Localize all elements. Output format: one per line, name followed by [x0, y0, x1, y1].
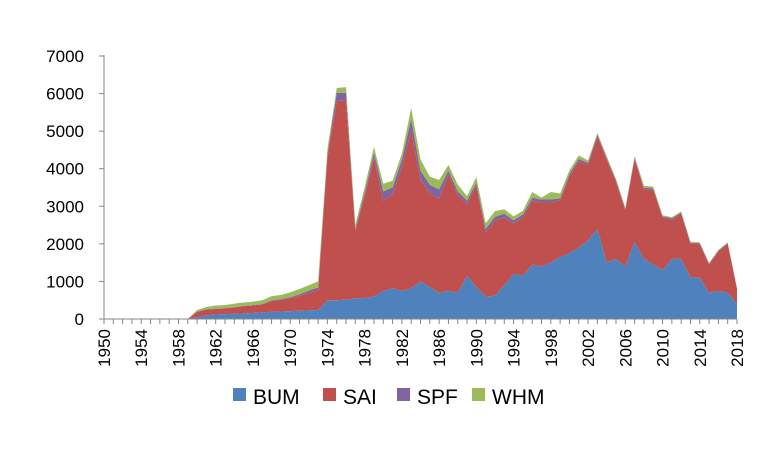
- chart-legend: BUM SAI SPF WHM: [233, 386, 544, 409]
- x-tick-label: 1998: [542, 329, 561, 367]
- x-tick-label: 1970: [281, 329, 300, 367]
- y-tick-label: 6000: [46, 85, 84, 104]
- x-tick-label: 2010: [654, 329, 673, 367]
- legend-label-spf: SPF: [417, 386, 458, 409]
- legend-swatch-whm: [472, 388, 485, 401]
- x-tick-label: 1978: [356, 329, 375, 367]
- plot-areas: [104, 87, 737, 320]
- series-area-bum: [104, 228, 737, 319]
- y-tick-label: 5000: [46, 122, 84, 141]
- series-area-sai: [104, 100, 737, 319]
- x-tick-label: 1990: [467, 329, 486, 367]
- legend-swatch-bum: [233, 388, 246, 401]
- y-axis-tick-labels: 0 1000 2000 3000 4000 5000 6000 7000: [46, 47, 84, 329]
- x-tick-label: 1986: [430, 329, 449, 367]
- x-tick-label: 1974: [318, 329, 337, 367]
- chart-axes: [99, 55, 738, 324]
- x-tick-label: 2006: [616, 329, 635, 367]
- legend-label-whm: WHM: [492, 386, 544, 409]
- x-tick-label: 1954: [132, 329, 151, 367]
- y-tick-label: 3000: [46, 197, 84, 216]
- y-tick-label: 2000: [46, 235, 84, 254]
- x-tick-label: 1982: [393, 329, 412, 367]
- legend-swatch-sai: [323, 388, 336, 401]
- legend-label-sai: SAI: [343, 386, 377, 409]
- x-tick-label: 1958: [169, 329, 188, 367]
- y-tick-label: 4000: [46, 160, 84, 179]
- x-tick-label: 1962: [207, 329, 226, 367]
- x-tick-label: 1994: [505, 329, 524, 367]
- x-tick-label: 2002: [579, 329, 598, 367]
- y-tick-label: 1000: [46, 272, 84, 291]
- x-tick-label: 2014: [691, 329, 710, 367]
- x-tick-label: 1966: [244, 329, 263, 367]
- x-tick-label: 1950: [95, 329, 114, 367]
- x-axis-tick-labels: 1950 1954 1958 1962 1966 1970 1974 1978 1982 1986…: [95, 329, 747, 367]
- legend-label-bum: BUM: [253, 386, 300, 409]
- y-tick-label: 0: [75, 310, 84, 329]
- x-tick-label: 2018: [728, 329, 747, 367]
- y-tick-label: 7000: [46, 47, 84, 66]
- legend-swatch-spf: [397, 388, 410, 401]
